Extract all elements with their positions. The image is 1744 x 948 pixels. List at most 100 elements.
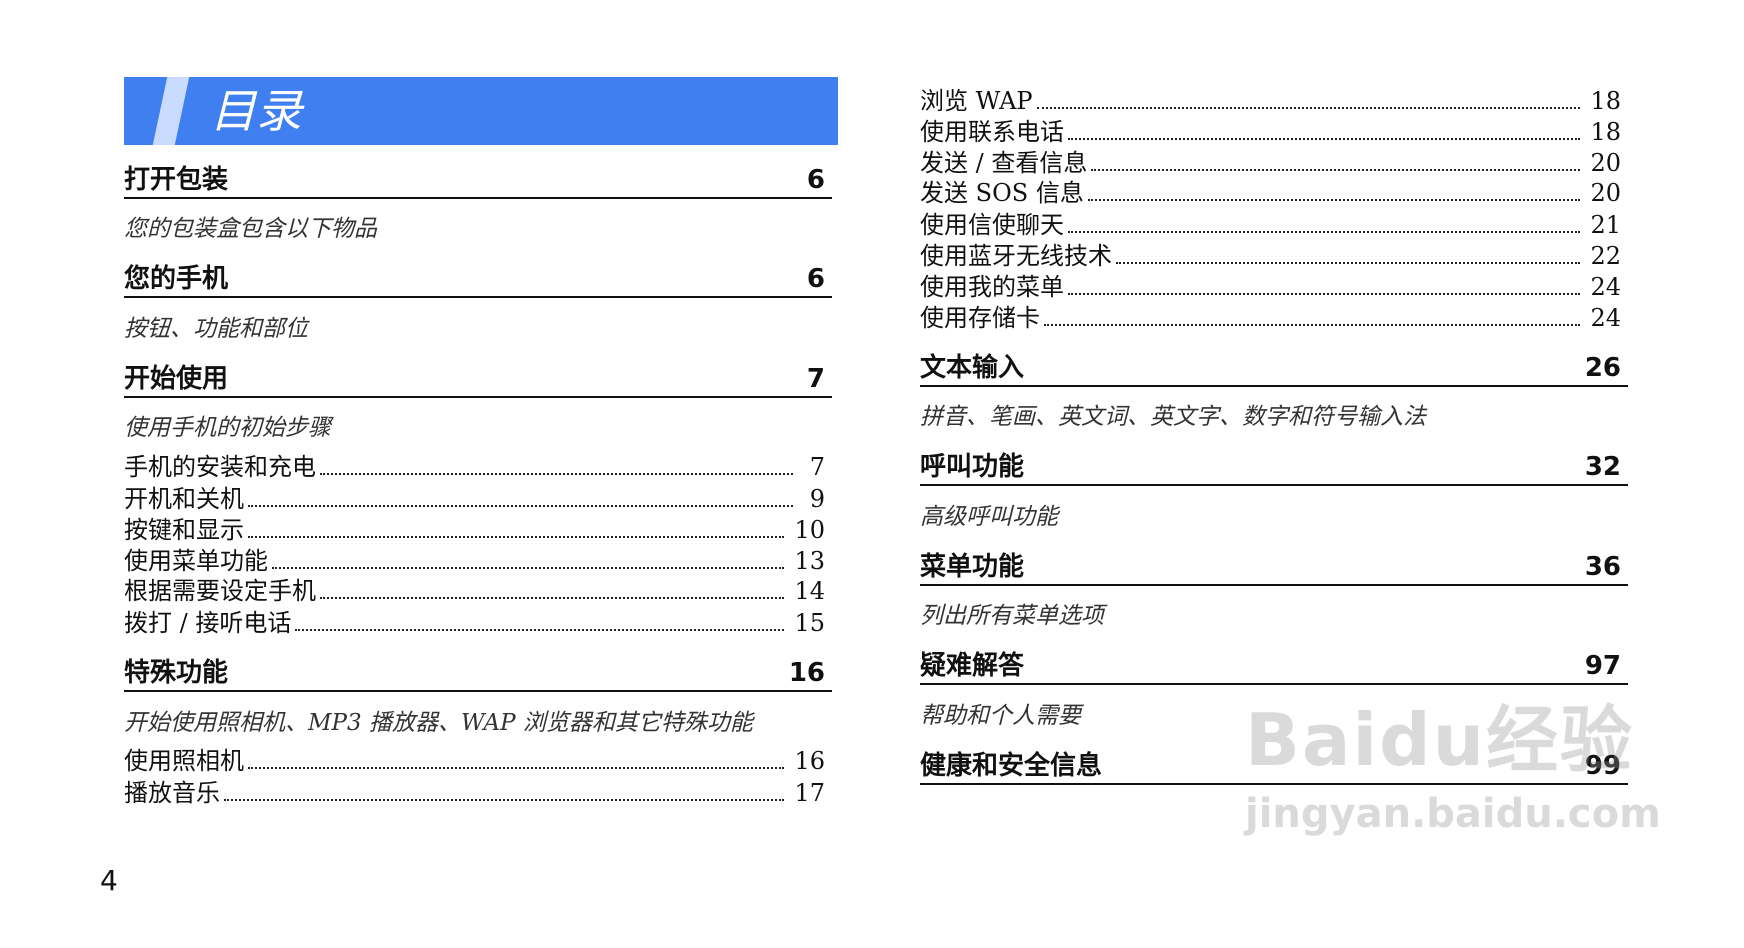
section-description: 您的包装盒包含以下物品: [124, 216, 377, 242]
section-title: 打开包装: [124, 165, 229, 195]
toc-entry[interactable]: 发送 / 查看信息 20: [920, 148, 1621, 178]
entry-label: 使用菜单功能: [124, 547, 268, 575]
section-title: 开始使用: [124, 364, 229, 394]
dot-leader: [248, 536, 785, 538]
dot-leader: [1116, 262, 1581, 264]
section-description: 拼音、笔画、英文词、英文字、数字和符号输入法: [920, 404, 1426, 430]
section-description: 帮助和个人需要: [920, 703, 1081, 729]
section-page: 16: [788, 658, 825, 688]
entry-page: 24: [1590, 273, 1621, 301]
entry-label: 手机的安装和充电: [124, 453, 316, 481]
entry-label: 使用照相机: [124, 747, 244, 775]
section-page: 97: [1584, 651, 1621, 681]
dot-leader: [224, 799, 785, 801]
entry-page: 13: [794, 547, 825, 575]
watermark-url: jingyan.baidu.com: [1245, 791, 1661, 837]
section-page: 6: [806, 264, 825, 294]
entry-page: 16: [794, 747, 825, 775]
dot-leader: [248, 767, 785, 769]
toc-entry[interactable]: 使用菜单功能 13: [124, 546, 825, 576]
entry-page: 14: [794, 577, 825, 605]
section-description: 高级呼叫功能: [920, 504, 1058, 530]
section-page: 99: [1584, 751, 1621, 781]
entry-label: 发送 / 查看信息: [920, 149, 1088, 177]
toc-banner: 目录: [124, 77, 838, 145]
entry-label: 发送 SOS 信息: [920, 179, 1084, 207]
entry-page: 20: [1590, 149, 1621, 177]
entry-page: 18: [1590, 87, 1621, 115]
section-heading[interactable]: 打开包装 6: [124, 161, 832, 199]
entry-label: 开机和关机: [124, 485, 244, 513]
section-heading[interactable]: 菜单功能 36: [920, 548, 1628, 586]
toc-entry[interactable]: 拨打 / 接听电话 15: [124, 608, 825, 638]
entry-label: 浏览 WAP: [920, 87, 1033, 115]
section-page: 7: [806, 364, 825, 394]
section-heading[interactable]: 特殊功能 16: [124, 654, 832, 692]
dot-leader: [1068, 293, 1581, 295]
entry-label: 使用蓝牙无线技术: [920, 242, 1112, 270]
dot-leader: [248, 505, 793, 507]
dot-leader: [320, 597, 785, 599]
section-description: 按钮、功能和部位: [124, 316, 308, 342]
dot-leader: [1036, 107, 1581, 109]
section-page: 36: [1584, 552, 1621, 582]
entry-label: 按键和显示: [124, 516, 244, 544]
dot-leader: [1068, 231, 1581, 233]
section-heading[interactable]: 开始使用 7: [124, 360, 832, 398]
toc-entry[interactable]: 根据需要设定手机 14: [124, 576, 825, 606]
entry-page: 20: [1590, 179, 1621, 207]
section-title: 特殊功能: [124, 658, 229, 688]
toc-entry[interactable]: 使用照相机 16: [124, 746, 825, 776]
toc-entry[interactable]: 使用存储卡 24: [920, 303, 1621, 333]
entry-label: 使用联系电话: [920, 118, 1064, 146]
entry-label: 使用信使聊天: [920, 211, 1064, 239]
entry-page: 17: [794, 779, 825, 807]
section-title: 健康和安全信息: [920, 751, 1103, 781]
section-page: 32: [1584, 452, 1621, 482]
entry-label: 使用存储卡: [920, 304, 1040, 332]
section-page: 6: [806, 165, 825, 195]
dot-leader: [272, 567, 785, 569]
entry-page: 9: [809, 485, 825, 513]
entry-page: 18: [1590, 118, 1621, 146]
toc-title: 目录: [210, 84, 302, 138]
section-page: 26: [1584, 353, 1621, 383]
toc-entry[interactable]: 使用我的菜单 24: [920, 272, 1621, 302]
toc-entry[interactable]: 使用联系电话 18: [920, 117, 1621, 147]
toc-entry[interactable]: 按键和显示 10: [124, 515, 825, 545]
dot-leader: [1044, 324, 1581, 326]
dot-leader: [295, 629, 785, 631]
entry-label: 播放音乐: [124, 779, 220, 807]
dot-leader: [320, 473, 793, 475]
section-heading[interactable]: 健康和安全信息 99: [920, 747, 1628, 785]
section-description: 开始使用照相机、MP3 播放器、WAP 浏览器和其它特殊功能: [124, 710, 753, 736]
entry-page: 21: [1590, 211, 1621, 239]
section-heading[interactable]: 呼叫功能 32: [920, 448, 1628, 486]
entry-label: 使用我的菜单: [920, 273, 1064, 301]
banner-stripe: [152, 77, 190, 145]
toc-entry[interactable]: 发送 SOS 信息 20: [920, 178, 1621, 208]
section-heading[interactable]: 您的手机 6: [124, 260, 832, 298]
section-title: 您的手机: [124, 264, 229, 294]
section-description: 使用手机的初始步骤: [124, 415, 331, 441]
entry-label: 根据需要设定手机: [124, 577, 316, 605]
toc-entry[interactable]: 手机的安装和充电 7: [124, 452, 825, 482]
toc-entry[interactable]: 开机和关机 9: [124, 484, 825, 514]
section-description: 列出所有菜单选项: [920, 603, 1104, 629]
toc-entry[interactable]: 使用信使聊天 21: [920, 210, 1621, 240]
section-heading[interactable]: 文本输入 26: [920, 349, 1628, 387]
entry-label: 拨打 / 接听电话: [124, 609, 292, 637]
section-title: 疑难解答: [920, 651, 1025, 681]
dot-leader: [1091, 169, 1581, 171]
entry-page: 15: [794, 609, 825, 637]
dot-leader: [1068, 138, 1581, 140]
section-title: 文本输入: [920, 353, 1025, 383]
toc-entry[interactable]: 使用蓝牙无线技术 22: [920, 241, 1621, 271]
page-number: 4: [100, 864, 118, 897]
toc-entry[interactable]: 浏览 WAP 18: [920, 86, 1621, 116]
section-title: 菜单功能: [920, 552, 1025, 582]
toc-entry[interactable]: 播放音乐 17: [124, 778, 825, 808]
entry-page: 7: [809, 453, 825, 481]
section-heading[interactable]: 疑难解答 97: [920, 647, 1628, 685]
entry-page: 24: [1590, 304, 1621, 332]
